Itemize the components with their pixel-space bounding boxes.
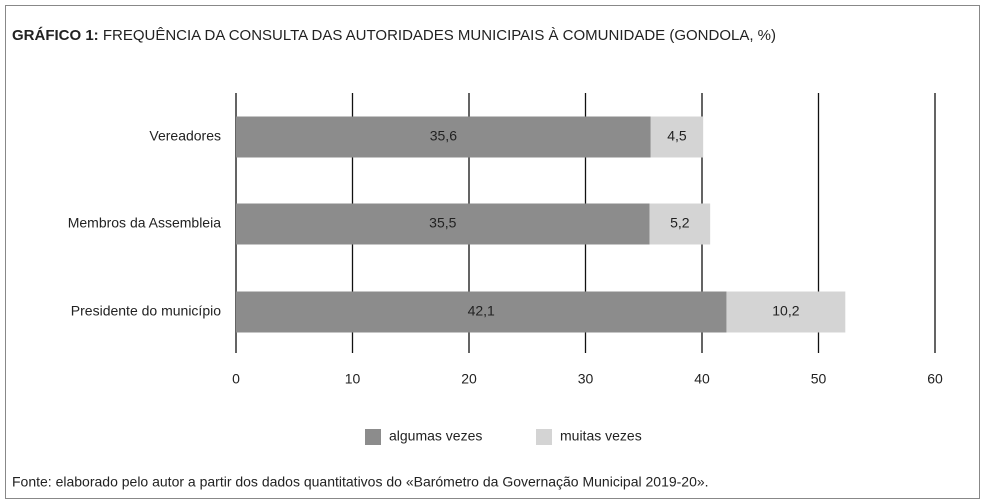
bar-segment <box>236 203 650 245</box>
legend-swatch <box>365 429 381 445</box>
value-label: 35,6 <box>430 128 457 144</box>
title-text: FREQUÊNCIA DA CONSULTA DAS AUTORIDADES M… <box>103 27 776 44</box>
x-tick-label: 0 <box>232 371 240 387</box>
x-tick-label: 40 <box>694 371 710 387</box>
x-tick-label: 10 <box>345 371 361 387</box>
bar-segment <box>236 116 651 158</box>
legend-label: muitas vezes <box>560 428 642 444</box>
source-note: Fonte: elaborado pelo autor a partir dos… <box>12 474 709 490</box>
bar-segment <box>236 291 727 333</box>
value-label: 35,5 <box>429 215 456 231</box>
value-label: 4,5 <box>667 128 687 144</box>
x-tick-label: 50 <box>811 371 827 387</box>
x-tick-label: 60 <box>927 371 943 387</box>
value-label: 10,2 <box>772 303 799 319</box>
value-label: 42,1 <box>468 303 495 319</box>
x-tick-label: 30 <box>578 371 594 387</box>
x-tick-label: 20 <box>461 371 477 387</box>
legend-label: algumas vezes <box>389 428 482 444</box>
legend-swatch <box>536 429 552 445</box>
title-label: GRÁFICO 1: <box>12 27 99 44</box>
y-tick-label: Vereadores <box>149 128 221 144</box>
y-tick-label: Membros da Assembleia <box>68 215 222 231</box>
y-tick-label: Presidente do município <box>71 303 221 319</box>
frame <box>5 5 980 499</box>
chart-title: GRÁFICO 1: FREQUÊNCIA DA CONSULTA DAS AU… <box>12 27 776 44</box>
bar-segment <box>650 116 704 158</box>
bar-segment <box>726 291 846 333</box>
bar-segment <box>649 203 711 245</box>
value-label: 5,2 <box>670 215 690 231</box>
